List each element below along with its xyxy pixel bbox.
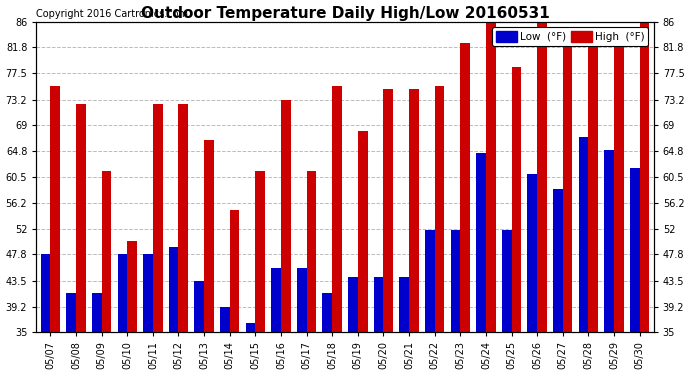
Bar — [332, 86, 342, 332]
Bar — [204, 141, 214, 332]
Bar — [246, 323, 255, 332]
Bar — [220, 307, 230, 332]
Bar — [195, 280, 204, 332]
Bar — [476, 153, 486, 332]
Bar — [255, 171, 265, 332]
Bar — [374, 278, 384, 332]
Bar — [511, 68, 521, 332]
Bar — [66, 293, 76, 332]
Bar — [384, 89, 393, 332]
Bar — [435, 86, 444, 332]
Bar — [101, 171, 111, 332]
Bar — [179, 104, 188, 332]
Bar — [486, 22, 495, 332]
Bar — [537, 22, 547, 332]
Legend: Low  (°F), High  (°F): Low (°F), High (°F) — [492, 27, 649, 46]
Bar — [604, 150, 614, 332]
Bar — [614, 47, 624, 332]
Bar — [409, 89, 419, 332]
Bar — [579, 137, 589, 332]
Bar — [553, 189, 563, 332]
Bar — [589, 40, 598, 332]
Text: Copyright 2016 Cartronics.com: Copyright 2016 Cartronics.com — [37, 9, 188, 19]
Bar — [502, 230, 511, 332]
Bar — [169, 247, 179, 332]
Bar — [153, 104, 163, 332]
Bar — [76, 104, 86, 332]
Bar — [117, 254, 127, 332]
Bar — [281, 100, 290, 332]
Bar — [358, 131, 368, 332]
Bar — [425, 230, 435, 332]
Bar — [41, 254, 50, 332]
Title: Outdoor Temperature Daily High/Low 20160531: Outdoor Temperature Daily High/Low 20160… — [141, 6, 549, 21]
Bar — [400, 278, 409, 332]
Bar — [127, 241, 137, 332]
Bar — [143, 254, 153, 332]
Bar — [460, 43, 470, 332]
Bar — [630, 168, 640, 332]
Bar — [563, 40, 573, 332]
Bar — [640, 22, 649, 332]
Bar — [230, 210, 239, 332]
Bar — [348, 278, 358, 332]
Bar — [451, 230, 460, 332]
Bar — [527, 174, 537, 332]
Bar — [50, 86, 60, 332]
Bar — [92, 293, 101, 332]
Bar — [306, 171, 316, 332]
Bar — [297, 268, 306, 332]
Bar — [271, 268, 281, 332]
Bar — [322, 293, 332, 332]
